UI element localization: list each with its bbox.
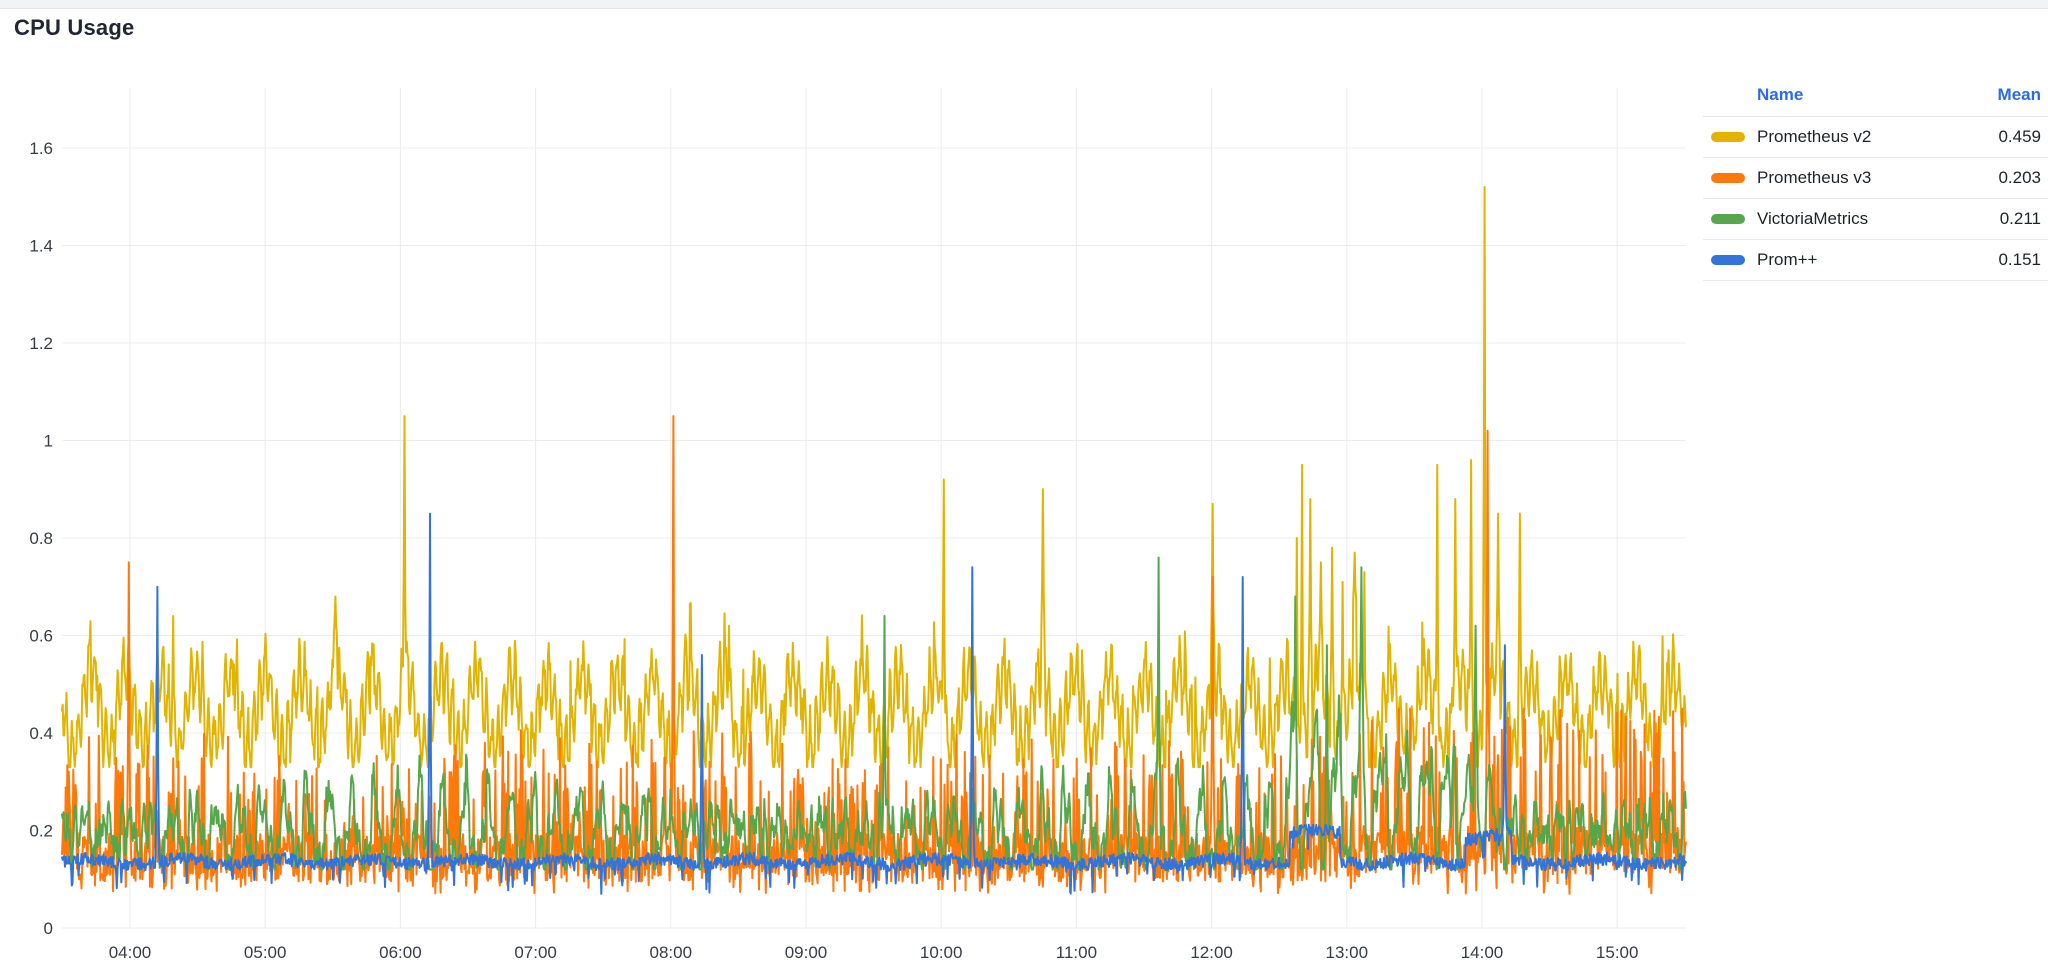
svg-text:0.8: 0.8	[29, 529, 53, 548]
series-color-swatch[interactable]	[1711, 214, 1745, 224]
svg-text:0: 0	[44, 919, 53, 938]
series-line-victoriametrics	[61, 556, 1687, 871]
series-color-swatch[interactable]	[1711, 132, 1745, 142]
panel-title: CPU Usage	[14, 15, 135, 40]
legend-row: Prom++ 0.151	[1703, 240, 2048, 281]
series-color-swatch[interactable]	[1711, 173, 1745, 183]
svg-text:13:00: 13:00	[1326, 943, 1369, 962]
svg-text:10:00: 10:00	[920, 943, 963, 962]
series-mean-value: 0.203	[1998, 168, 2041, 187]
series-name-label[interactable]: VictoriaMetrics	[1757, 209, 1869, 228]
svg-text:0.2: 0.2	[29, 822, 53, 841]
series-line-prometheus-v2	[61, 186, 1687, 769]
svg-text:0.4: 0.4	[29, 724, 53, 743]
svg-text:06:00: 06:00	[379, 943, 422, 962]
svg-text:1: 1	[44, 432, 53, 451]
svg-text:07:00: 07:00	[514, 943, 557, 962]
series-name-label[interactable]: Prometheus v2	[1757, 127, 1872, 146]
svg-text:0.6: 0.6	[29, 627, 53, 646]
legend-header-row: Name Mean	[1703, 74, 2048, 117]
svg-text:05:00: 05:00	[244, 943, 287, 962]
series-name-label[interactable]: Prom++	[1757, 250, 1818, 269]
series-mean-value: 0.151	[1998, 250, 2041, 269]
svg-text:04:00: 04:00	[109, 943, 152, 962]
svg-text:14:00: 14:00	[1461, 943, 1504, 962]
svg-text:1.4: 1.4	[29, 237, 53, 256]
series-line-prom-	[61, 512, 1687, 895]
page-top-strip	[0, 0, 2048, 9]
legend-row: VictoriaMetrics 0.211	[1703, 199, 2048, 240]
svg-text:08:00: 08:00	[650, 943, 693, 962]
series-name-label[interactable]: Prometheus v3	[1757, 168, 1872, 187]
svg-text:1.6: 1.6	[29, 139, 53, 158]
legend-sort-name[interactable]: Name	[1757, 85, 1804, 104]
y-axis-tick-labels: 0 0.2 0.4 0.6 0.8 1 1.2 1.4 1.6	[29, 139, 53, 938]
svg-text:09:00: 09:00	[785, 943, 828, 962]
svg-text:1.2: 1.2	[29, 334, 53, 353]
series-mean-value: 0.459	[1998, 127, 2041, 146]
series-mean-value: 0.211	[1999, 209, 2041, 228]
x-axis-tick-labels: 04:00 05:00 06:00 07:00 08:00 09:00 10:00 11:00…	[109, 943, 1639, 962]
svg-text:12:00: 12:00	[1190, 943, 1233, 962]
legend-row: Prometheus v3 0.203	[1703, 158, 2048, 199]
svg-text:15:00: 15:00	[1596, 943, 1639, 962]
legend-sort-mean[interactable]: Mean	[1997, 85, 2041, 104]
svg-text:11:00: 11:00	[1056, 943, 1097, 962]
legend-row: Prometheus v2 0.459	[1703, 117, 2048, 158]
series-color-swatch[interactable]	[1711, 255, 1745, 265]
legend-table: Name Mean Prometheus v2 0.459 Prometheus v…	[1703, 74, 2048, 281]
